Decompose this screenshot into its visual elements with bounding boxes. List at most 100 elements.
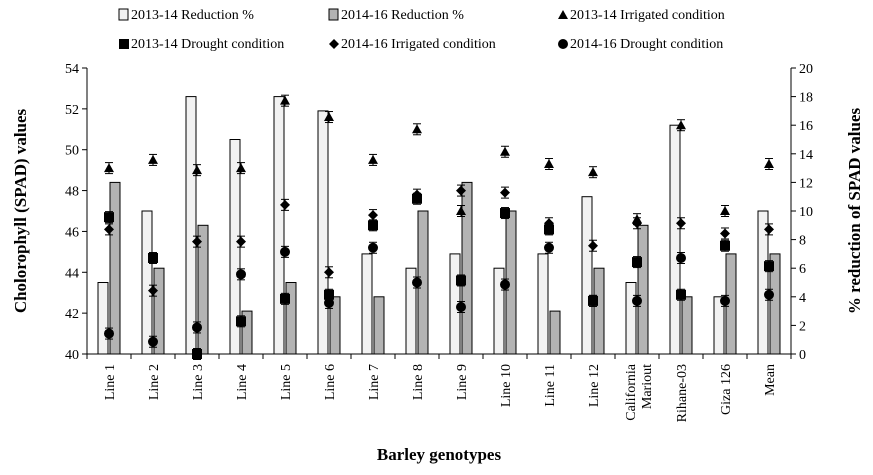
marker-2014-16-drought — [104, 328, 114, 339]
marker-2014-16-irrigated — [500, 187, 510, 198]
left-tick-label: 50 — [65, 144, 79, 159]
marker-2013-14-drought — [324, 289, 334, 300]
legend-item: 2014-16 Reduction % — [328, 8, 464, 23]
x-tick-label: Line 5 — [279, 364, 294, 400]
marker-2014-16-irrigated — [632, 218, 642, 229]
marker-2014-16-drought — [412, 277, 422, 288]
marker-2013-14-irrigated — [720, 206, 730, 215]
legend-marker — [329, 39, 339, 49]
bar-2013-14-reduction — [317, 110, 329, 355]
marker-2014-16-drought — [720, 295, 730, 306]
marker-2013-14-irrigated — [588, 167, 598, 177]
marker-2013-14-drought — [236, 316, 246, 327]
marker-2014-16-drought — [544, 242, 554, 253]
marker-2013-14-irrigated — [676, 120, 686, 130]
x-tick-label: Line 12 — [587, 364, 602, 407]
right-tick-label: 0 — [799, 348, 806, 363]
x-axis-title: Barley genotypes — [377, 445, 502, 464]
marker-2013-14-drought — [764, 261, 774, 272]
x-tick-label: Line 1 — [103, 364, 118, 400]
bar-2013-14-reduction — [537, 253, 549, 355]
bar-2013-14-reduction — [361, 253, 373, 355]
x-tick-label: Mean — [763, 364, 778, 396]
marker-2013-14-irrigated — [148, 154, 158, 164]
marker-2014-16-drought — [192, 322, 202, 333]
right-tick-label: 4 — [799, 291, 806, 306]
legend-swatch — [328, 8, 339, 21]
legend: 2013-14 Reduction % 2014-16 Reduction % 20… — [118, 8, 725, 52]
bar-2013-14-reduction — [581, 196, 593, 355]
marker-2014-16-drought — [676, 252, 686, 263]
marker-2013-14-drought — [104, 212, 114, 223]
legend-label: 2013-14 Reduction % — [131, 8, 254, 23]
marker-2013-14-irrigated — [324, 112, 334, 122]
marker-2013-14-irrigated — [764, 159, 774, 169]
marker-2013-14-irrigated — [368, 154, 378, 164]
bar-2013-14-reduction — [625, 282, 637, 355]
marker-2013-14-drought — [676, 289, 686, 300]
marker-2014-16-drought — [632, 295, 642, 306]
marker-2013-14-drought — [500, 208, 510, 219]
right-tick-label: 2 — [799, 319, 806, 334]
marker-2014-16-drought — [280, 246, 290, 257]
marker-2013-14-drought — [544, 224, 554, 235]
right-tick-label: 6 — [799, 262, 806, 277]
bar-2013-14-reduction — [97, 282, 109, 355]
bar-2013-14-reduction — [141, 210, 153, 355]
bar-2013-14-reduction — [757, 210, 769, 355]
legend-marker — [558, 39, 568, 49]
legend-label: 2014-16 Drought condition — [570, 37, 723, 52]
bar-2013-14-reduction — [669, 124, 681, 355]
left-ticks: 40 42 44 46 48 50 52 54 — [65, 62, 87, 363]
marker-2013-14-irrigated — [236, 163, 246, 173]
marker-2014-16-irrigated — [236, 236, 246, 247]
marker-2014-16-drought — [764, 289, 774, 300]
marker-2014-16-irrigated — [368, 210, 378, 221]
legend-label: 2014-16 Reduction % — [341, 8, 464, 23]
x-tick-label: Line 6 — [323, 364, 338, 400]
marker-2014-16-drought — [236, 269, 246, 280]
marker-2013-14-drought — [456, 275, 466, 286]
marker-2013-14-drought — [632, 257, 642, 268]
left-tick-label: 52 — [65, 103, 79, 118]
marker-2014-16-irrigated — [588, 240, 598, 251]
marker-2014-16-drought — [148, 336, 158, 347]
x-tick-label: CaliforniaMariout — [624, 363, 655, 421]
legend-item: 2014-16 Drought condition — [558, 37, 723, 52]
marker-2014-16-irrigated — [104, 224, 114, 235]
x-tick-label: Line 9 — [455, 364, 470, 400]
marker-2013-14-irrigated — [456, 206, 466, 215]
marker-2013-14-drought — [720, 240, 730, 251]
legend-swatch — [118, 8, 129, 21]
x-tick-label: Rihane-03 — [675, 364, 690, 422]
legend-label: 2014-16 Irrigated condition — [341, 37, 496, 52]
left-tick-label: 48 — [65, 185, 79, 200]
x-tick-label: Line 3 — [191, 364, 206, 400]
right-ticks: 0 2 4 6 8 10 12 14 16 18 20 — [791, 62, 813, 363]
marker-2014-16-irrigated — [764, 224, 774, 235]
bar-2013-14-reduction — [185, 96, 197, 355]
right-tick-label: 12 — [799, 176, 813, 191]
bar-layer — [97, 96, 781, 355]
legend-item: 2013-14 Drought condition — [119, 37, 284, 52]
right-tick-label: 16 — [799, 119, 813, 134]
marker-2014-16-irrigated — [456, 185, 466, 196]
left-tick-label: 42 — [65, 307, 79, 322]
marker-2013-14-irrigated — [104, 163, 114, 173]
marker-2014-16-irrigated — [192, 236, 202, 247]
right-tick-label: 10 — [799, 205, 813, 220]
marker-2014-16-irrigated — [324, 267, 334, 278]
marker-2014-16-drought — [500, 279, 510, 290]
x-tick-label: Line 4 — [235, 364, 250, 400]
legend-label: 2013-14 Irrigated condition — [570, 8, 725, 23]
marker-2013-14-irrigated — [544, 159, 554, 169]
x-ticks: Line 1 Line 2 Line 3 Line 4 Line 5 Line 6 Line… — [86, 354, 792, 422]
marker-2014-16-drought — [456, 302, 466, 313]
left-tick-label: 40 — [65, 348, 79, 363]
bar-2014-16-reduction — [593, 267, 605, 355]
bar-2014-16-reduction — [549, 310, 561, 355]
marker-2014-16-irrigated — [676, 218, 686, 229]
bar-2014-16-reduction — [637, 224, 649, 355]
y-axis-left-title: Cholorophyll (SPAD) values — [11, 108, 30, 313]
marker-2014-16-irrigated — [720, 228, 730, 239]
